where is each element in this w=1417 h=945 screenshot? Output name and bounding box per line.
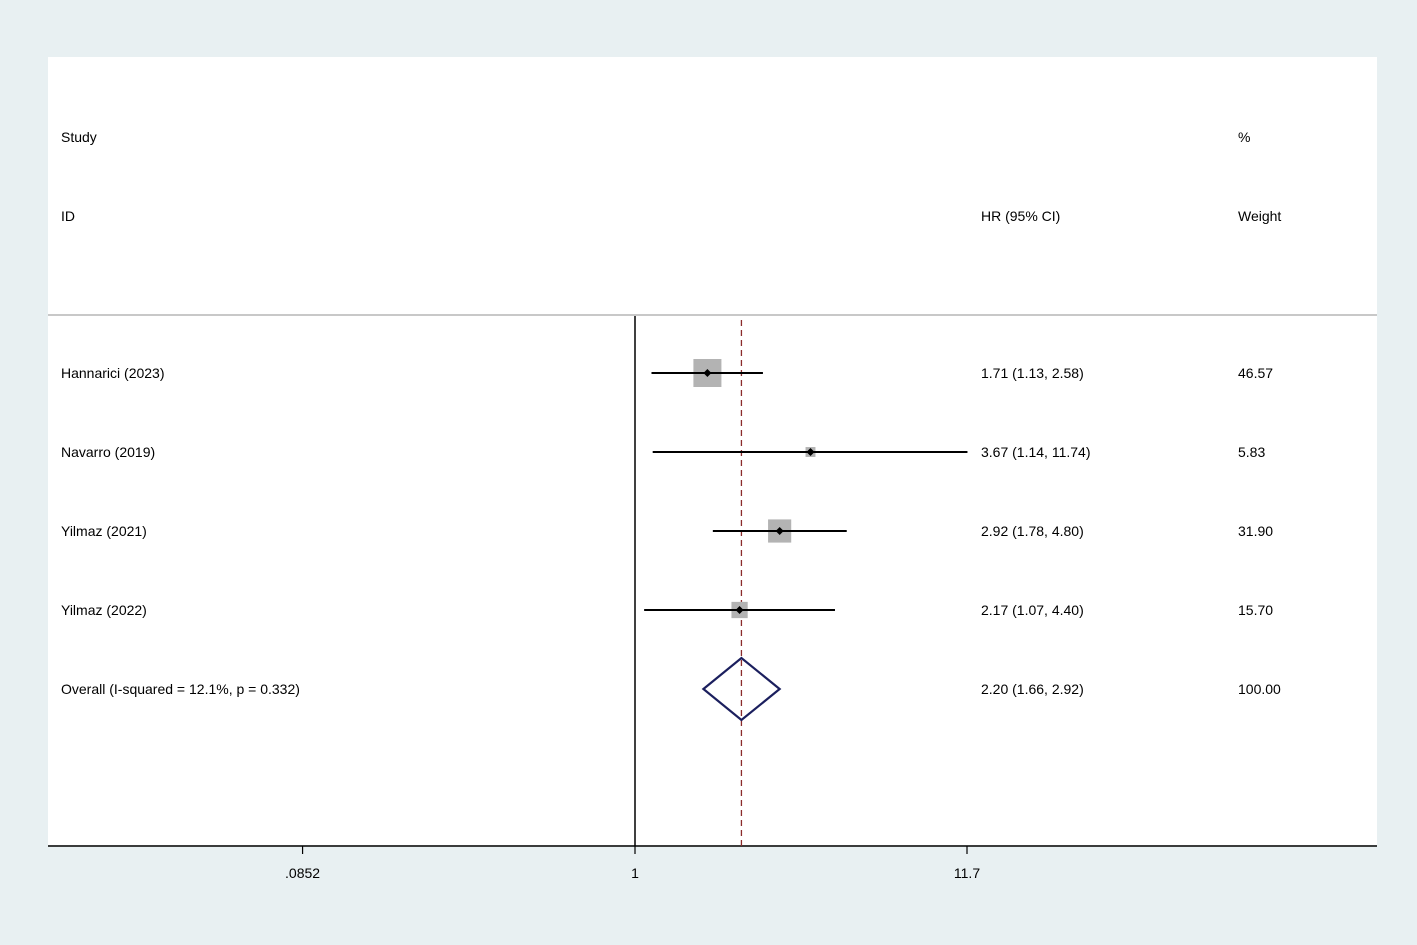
x-tick-label-0: .0852 (285, 865, 320, 881)
x-tick-label-2: 11.7 (954, 865, 980, 881)
header-weight-percent: % (1238, 129, 1250, 145)
header-effect: HR (95% CI) (981, 208, 1060, 224)
study-point-0 (703, 369, 712, 377)
study-point-1 (806, 448, 815, 456)
study-ci-text-2: 2.92 (1.78, 4.80) (981, 523, 1084, 539)
study-weight-text-2: 31.90 (1238, 523, 1273, 539)
overall-diamond (701, 656, 782, 722)
study-label-3: Yilmaz (2022) (61, 602, 147, 618)
study-weight-text-1: 5.83 (1238, 444, 1265, 460)
study-label-0: Hannarici (2023) (61, 365, 165, 381)
study-point-2 (775, 527, 784, 535)
overall-ci-text: 2.20 (1.66, 2.92) (981, 681, 1084, 697)
header-id: ID (61, 208, 75, 224)
study-label-2: Yilmaz (2021) (61, 523, 147, 539)
study-label-1: Navarro (2019) (61, 444, 155, 460)
overall-weight-text: 100.00 (1238, 681, 1281, 697)
header-weight: Weight (1238, 208, 1281, 224)
marks-layer: .0852 1 11.7 Hannarici (2023) 1.71 (1.13, 2.… (48, 316, 1377, 881)
overall-label: Overall (I-squared = 12.1%, p = 0.332) (61, 681, 300, 697)
study-ci-text-1: 3.67 (1.14, 11.74) (981, 444, 1090, 460)
header-study: Study (61, 129, 97, 145)
study-ci-text-3: 2.17 (1.07, 4.40) (981, 602, 1084, 618)
study-ci-text-0: 1.71 (1.13, 2.58) (981, 365, 1084, 381)
study-weight-text-0: 46.57 (1238, 365, 1273, 381)
study-point-3 (735, 606, 744, 614)
study-weight-text-3: 15.70 (1238, 602, 1273, 618)
x-tick-label-1: 1 (631, 865, 639, 881)
